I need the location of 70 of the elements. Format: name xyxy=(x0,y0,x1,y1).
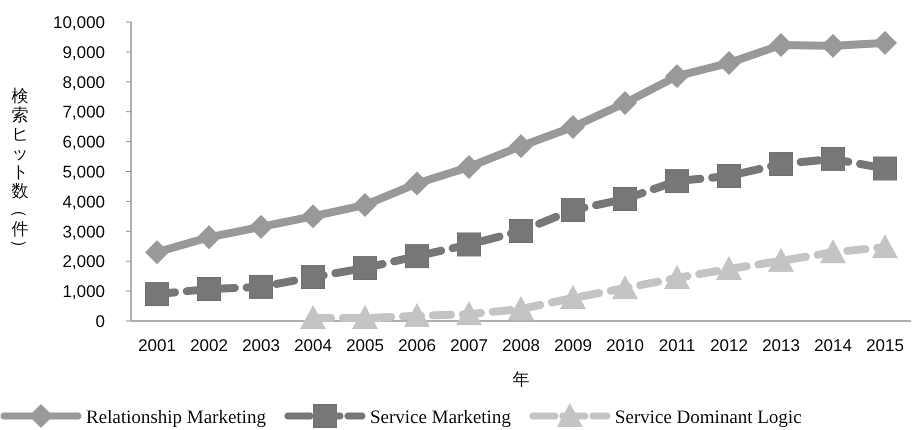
point xyxy=(820,239,846,264)
point xyxy=(405,171,429,196)
point xyxy=(768,248,794,272)
x-tick: 2012 xyxy=(710,336,748,355)
legend-label: Service Marketing xyxy=(370,407,511,428)
y-tick: 7,000 xyxy=(62,102,105,122)
point xyxy=(457,232,481,256)
point xyxy=(301,204,325,228)
x-tick: 2008 xyxy=(502,336,540,355)
point xyxy=(353,256,377,280)
y-tick: 3,000 xyxy=(62,222,105,242)
x-tick: 2009 xyxy=(554,336,592,355)
x-tick: 2014 xyxy=(814,336,852,355)
point xyxy=(613,187,637,212)
x-label: 年 xyxy=(512,370,530,389)
point xyxy=(613,91,637,116)
point xyxy=(717,50,741,75)
y-tick: 10,000 xyxy=(53,13,105,32)
point xyxy=(769,152,793,176)
x-tick: 2010 xyxy=(606,336,644,355)
point xyxy=(301,265,325,290)
point xyxy=(560,284,586,309)
y-tick: 4,000 xyxy=(62,192,105,212)
point xyxy=(197,277,221,302)
point xyxy=(404,302,430,327)
point xyxy=(145,240,169,264)
point xyxy=(665,169,689,194)
point xyxy=(249,274,273,299)
point xyxy=(197,225,221,250)
x-tick: 2006 xyxy=(398,336,436,355)
legend-label: Service Dominant Logic xyxy=(614,407,802,428)
point xyxy=(717,164,741,188)
point xyxy=(561,114,585,139)
point xyxy=(872,234,898,258)
y-label: 検索ヒット数（件） xyxy=(10,86,29,256)
y-tick: 5,000 xyxy=(62,162,105,182)
point xyxy=(509,134,533,158)
point xyxy=(716,256,742,280)
point xyxy=(561,198,585,222)
y-tick: 0 xyxy=(96,312,105,331)
point xyxy=(249,214,273,239)
point xyxy=(352,305,378,330)
x-tick: 2004 xyxy=(294,336,332,355)
point xyxy=(300,305,326,330)
y-tick: 1,000 xyxy=(62,282,105,302)
point xyxy=(821,146,845,171)
x-tick: 2007 xyxy=(450,336,488,355)
point xyxy=(456,301,482,326)
point xyxy=(665,64,689,88)
point xyxy=(457,155,481,180)
y-tick: 6,000 xyxy=(62,132,105,152)
point xyxy=(405,244,429,268)
x-tick: 2013 xyxy=(762,336,800,355)
x-tick: 2011 xyxy=(658,336,696,355)
x-tick: 2002 xyxy=(190,336,228,355)
point xyxy=(664,264,690,289)
y-tick: 9,000 xyxy=(62,42,105,62)
point xyxy=(873,156,897,181)
point xyxy=(612,275,638,300)
x-tick: 2005 xyxy=(346,336,384,355)
x-tick: 2015 xyxy=(866,336,904,355)
y-tick: 2,000 xyxy=(62,252,105,272)
point xyxy=(353,192,377,217)
legend-label: Relationship Marketing xyxy=(86,407,266,428)
point xyxy=(145,282,169,306)
y-tick: 8,000 xyxy=(62,72,105,92)
point xyxy=(508,296,534,320)
x-tick: 2003 xyxy=(242,336,280,355)
x-tick: 2001 xyxy=(138,336,176,355)
point xyxy=(509,219,533,243)
